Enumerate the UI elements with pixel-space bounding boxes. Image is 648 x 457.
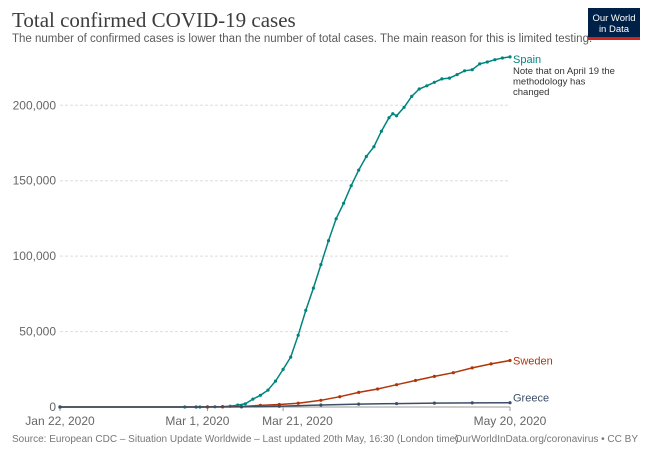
- x-tick-label: Mar 21, 2020: [262, 414, 333, 428]
- data-point-spain[interactable]: [440, 77, 444, 81]
- data-point-spain[interactable]: [425, 84, 429, 88]
- series-note-spain: Note that on April 19 the: [513, 66, 615, 77]
- data-point-sweden[interactable]: [395, 383, 399, 387]
- data-point-spain[interactable]: [447, 76, 452, 80]
- data-point-spain[interactable]: [342, 201, 346, 205]
- data-point-spain[interactable]: [326, 239, 331, 243]
- owid-logo[interactable]: Our World in Data: [588, 8, 640, 40]
- series-note-spain: changed: [513, 87, 549, 98]
- data-point-sweden[interactable]: [357, 390, 361, 394]
- data-point-spain[interactable]: [432, 80, 436, 84]
- data-point-greece[interactable]: [508, 401, 512, 405]
- data-point-spain[interactable]: [387, 116, 391, 120]
- data-point-greece[interactable]: [319, 403, 323, 407]
- data-point-sweden[interactable]: [470, 366, 474, 370]
- x-tick-label: Mar 1, 2020: [165, 414, 229, 428]
- data-point-spain[interactable]: [372, 145, 376, 149]
- data-point-sweden[interactable]: [451, 371, 455, 375]
- data-point-spain[interactable]: [243, 402, 247, 406]
- y-tick-label: 100,000: [13, 249, 57, 263]
- data-point-greece[interactable]: [357, 402, 361, 406]
- chart-title: Total confirmed COVID-19 cases: [12, 8, 296, 32]
- data-point-spain[interactable]: [364, 154, 368, 159]
- data-point-greece[interactable]: [277, 404, 281, 408]
- data-point-greece[interactable]: [239, 405, 244, 409]
- series-note-spain: methodology has: [513, 76, 586, 87]
- data-point-sweden[interactable]: [319, 398, 323, 402]
- data-point-spain[interactable]: [311, 286, 315, 290]
- data-point-spain[interactable]: [334, 217, 338, 221]
- data-point-spain[interactable]: [395, 114, 399, 118]
- x-tick-label: May 20, 2020: [474, 414, 547, 428]
- data-point-sweden[interactable]: [489, 362, 493, 366]
- data-point-spain[interactable]: [391, 112, 395, 116]
- x-axis: Jan 22, 2020 Mar 1, 2020 Mar 21, 2020 May 2…: [25, 407, 547, 428]
- gridlines: [60, 104, 510, 408]
- series-label-sweden: Sweden: [513, 356, 553, 368]
- data-point-spain[interactable]: [410, 94, 414, 98]
- data-point-greece[interactable]: [58, 405, 62, 409]
- series-label-greece: Greece: [513, 393, 549, 405]
- data-point-spain[interactable]: [379, 129, 383, 133]
- series-line-spain[interactable]: [60, 56, 511, 408]
- y-axis: 0 50,000 100,000 150,000 200,000: [13, 98, 57, 414]
- data-point-spain[interactable]: [289, 355, 293, 359]
- y-tick-label: 0: [49, 400, 56, 414]
- logo-line-1: Our World: [592, 13, 636, 24]
- data-point-sweden[interactable]: [432, 374, 436, 378]
- data-point-sweden[interactable]: [338, 395, 342, 399]
- data-point-spain[interactable]: [357, 168, 361, 172]
- data-point-spain[interactable]: [266, 388, 270, 392]
- data-point-spain[interactable]: [273, 379, 278, 383]
- data-point-spain[interactable]: [304, 308, 308, 312]
- data-point-spain[interactable]: [485, 60, 489, 64]
- data-point-spain[interactable]: [349, 184, 353, 188]
- data-point-spain[interactable]: [478, 62, 482, 66]
- data-point-spain[interactable]: [455, 73, 459, 77]
- data-point-greece[interactable]: [432, 401, 436, 405]
- data-point-sweden[interactable]: [376, 387, 380, 391]
- series-group: [58, 55, 512, 409]
- y-tick-label: 150,000: [13, 174, 57, 188]
- data-point-sweden[interactable]: [296, 401, 300, 405]
- series-label-spain: Spain: [513, 54, 541, 66]
- data-point-spain[interactable]: [281, 367, 285, 371]
- data-point-greece[interactable]: [194, 405, 198, 409]
- y-tick-label: 50,000: [19, 325, 56, 339]
- logo-line-2: in Data: [598, 24, 630, 35]
- source-note: Source: European CDC – Situation Update …: [12, 434, 459, 445]
- chart-subtitle: The number of confirmed cases is lower t…: [12, 33, 593, 45]
- data-point-spain[interactable]: [417, 87, 421, 91]
- data-point-spain[interactable]: [251, 397, 255, 401]
- data-point-spain[interactable]: [296, 333, 300, 337]
- data-point-spain[interactable]: [508, 55, 512, 59]
- y-tick-label: 200,000: [13, 98, 57, 112]
- data-point-spain[interactable]: [402, 105, 406, 109]
- data-point-greece[interactable]: [470, 401, 474, 405]
- data-point-spain[interactable]: [500, 56, 504, 60]
- x-tick-label: Jan 22, 2020: [25, 414, 95, 428]
- data-point-spain[interactable]: [463, 69, 467, 73]
- source-link[interactable]: OurWorldInData.org/coronavirus • CC BY: [454, 434, 638, 445]
- data-point-sweden[interactable]: [508, 358, 512, 363]
- data-point-spain[interactable]: [493, 58, 497, 62]
- data-point-spain[interactable]: [470, 68, 474, 72]
- data-point-greece[interactable]: [395, 402, 399, 406]
- data-point-sweden[interactable]: [413, 378, 418, 383]
- series-line-greece[interactable]: [60, 401, 511, 408]
- data-point-spain[interactable]: [319, 263, 323, 267]
- data-point-spain[interactable]: [258, 393, 262, 397]
